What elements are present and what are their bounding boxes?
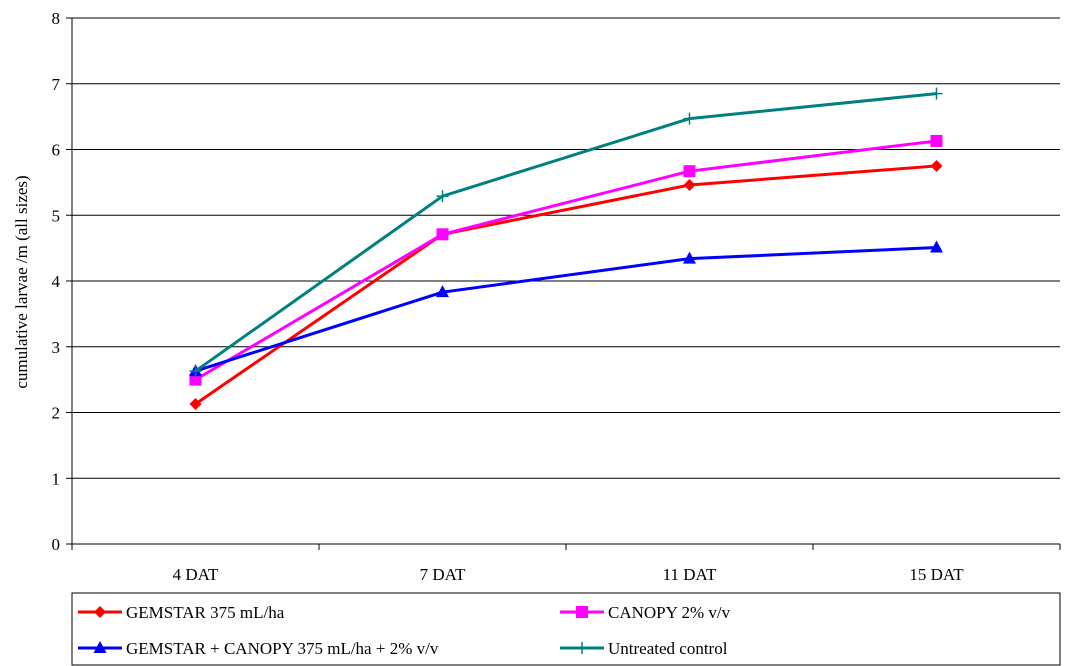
- data-point: [930, 159, 943, 172]
- series-1: [189, 159, 943, 410]
- legend-swatch-marker: [576, 642, 588, 654]
- series-line: [194, 164, 937, 406]
- x-tick-label: 15 DAT: [909, 565, 964, 584]
- legend-swatch-marker: [93, 641, 107, 653]
- series-2: [189, 134, 943, 386]
- data-point: [683, 251, 696, 264]
- x-tick-label: 4 DAT: [173, 565, 219, 584]
- data-point: [683, 179, 696, 192]
- legend-label: CANOPY 2% v/v: [608, 603, 731, 622]
- y-tick-label: 4: [52, 272, 61, 291]
- data-point: [683, 112, 696, 125]
- legend-label: GEMSTAR + CANOPY 375 mL/ha + 2% v/v: [126, 639, 439, 658]
- y-tick-label: 7: [52, 75, 61, 94]
- series-line: [194, 92, 937, 373]
- y-axis-ticks: 0 1 2 3 4 5 6 7 8: [52, 9, 72, 554]
- data-point: [436, 285, 449, 298]
- legend-swatch-marker: [94, 606, 106, 618]
- y-tick-label: 1: [52, 469, 61, 488]
- series-4: [189, 87, 943, 378]
- y-tick-label: 2: [52, 404, 61, 423]
- x-tick-label: 7 DAT: [420, 565, 466, 584]
- y-axis-label: cumulative larvae /m (all sizes): [12, 175, 31, 388]
- legend-item: GEMSTAR + CANOPY 375 mL/ha + 2% v/v: [78, 639, 439, 658]
- data-point: [436, 228, 449, 241]
- series-3: [189, 240, 943, 377]
- y-tick-label: 8: [52, 9, 61, 28]
- legend-swatch-marker: [576, 606, 588, 618]
- legend-label: GEMSTAR 375 mL/ha: [126, 603, 285, 622]
- legend-item: GEMSTAR 375 mL/ha: [78, 603, 285, 622]
- y-tick-label: 3: [52, 338, 61, 357]
- data-point: [930, 87, 943, 100]
- x-tick-label: 11 DAT: [663, 565, 717, 584]
- data-point: [930, 240, 943, 253]
- legend-box: [71, 592, 1061, 666]
- legend-label: Untreated control: [608, 639, 728, 658]
- legend-item: CANOPY 2% v/v: [560, 603, 731, 622]
- y-tick-label: 5: [52, 206, 61, 225]
- gridlines: [72, 17, 1060, 479]
- y-tick-label: 0: [52, 535, 61, 554]
- series-group: [189, 87, 943, 410]
- data-point: [683, 165, 696, 178]
- data-point: [930, 134, 943, 147]
- data-point: [189, 365, 202, 378]
- data-point: [189, 373, 202, 386]
- y-tick-label: 6: [52, 141, 61, 160]
- series-line: [194, 139, 937, 381]
- x-axis-ticks: 4 DAT 7 DAT 11 DAT 15 DAT: [71, 544, 1061, 584]
- legend: GEMSTAR 375 mL/ha CANOPY 2% v/v GEMSTAR + …: [71, 592, 1061, 666]
- legend-item: Untreated control: [560, 639, 728, 658]
- data-point: [189, 397, 202, 410]
- data-point: [436, 190, 449, 203]
- series-line: [195, 245, 937, 373]
